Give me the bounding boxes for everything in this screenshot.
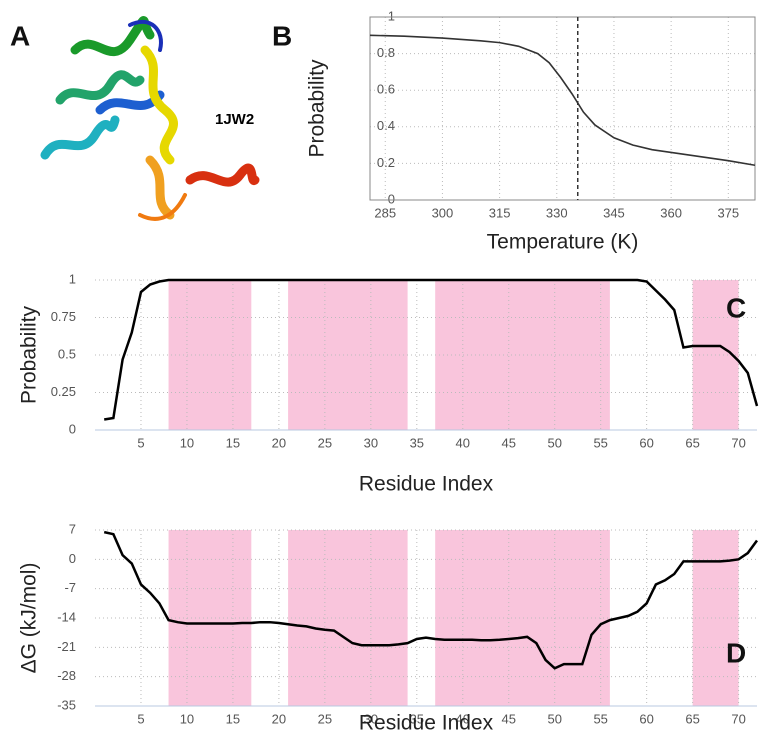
data-line [103,278,759,421]
x-tick-label: 40 [456,711,470,726]
data-line [103,530,759,670]
x-tick-label: 65 [685,711,699,726]
x-tick-label: 10 [180,435,194,450]
y-tick-label: 1 [388,8,395,23]
x-tick-label: 15 [226,435,240,450]
x-tick-label: 45 [502,435,516,450]
x-tick-label: 5 [137,711,144,726]
x-tick-label: 20 [272,435,286,450]
panel-label: D [726,637,746,668]
x-tick-label: 30 [364,711,378,726]
y-axis-title: Probability [306,59,329,158]
plot-frame [369,16,756,201]
y-tick-label: 0.75 [51,309,76,324]
protein-structure [40,16,260,221]
x-tick-label: 70 [731,435,745,450]
panel-label: A [10,20,30,51]
y-axis-title: ΔG (kJ/mol) [18,563,41,674]
y-tick-label: -7 [64,580,76,595]
x-tick-label: 55 [593,711,607,726]
x-tick-label: 25 [318,711,332,726]
y-tick-label: -35 [57,697,76,712]
y-tick-label: 0.4 [377,118,395,133]
x-tick-label: 20 [272,711,286,726]
x-tick-label: 50 [547,435,561,450]
y-tick-label: 0.2 [377,155,395,170]
y-tick-label: -14 [57,609,76,624]
panel-label: C [726,292,746,323]
y-tick-label: 0 [69,421,76,436]
x-tick-label: 315 [489,205,511,220]
stable-region [168,280,252,430]
x-tick-label: 300 [432,205,454,220]
x-tick-label: 330 [546,205,568,220]
y-tick-label: 0.5 [58,346,76,361]
y-tick-label: 0 [388,191,395,206]
y-tick-label: 0.25 [51,384,76,399]
stable-region [168,530,252,706]
x-tick-label: 45 [502,711,516,726]
x-tick-label: 55 [593,435,607,450]
y-tick-label: 0.8 [377,45,395,60]
x-tick-label: 15 [226,711,240,726]
x-tick-label: 375 [717,205,739,220]
x-tick-label: 65 [685,435,699,450]
x-tick-label: 345 [603,205,625,220]
x-tick-label: 35 [410,711,424,726]
x-tick-label: 10 [180,711,194,726]
x-tick-label: 285 [374,205,396,220]
x-tick-label: 50 [547,711,561,726]
y-tick-label: 7 [69,521,76,536]
x-tick-label: 60 [639,711,653,726]
stable-region [435,280,610,430]
stable-region [435,530,610,706]
data-line [369,34,756,167]
x-tick-label: 25 [318,435,332,450]
x-tick-label: 5 [137,435,144,450]
x-tick-label: 30 [364,435,378,450]
y-tick-label: -21 [57,639,76,654]
x-tick-label: 360 [660,205,682,220]
x-axis-title: Temperature (K) [487,231,639,254]
y-tick-label: -28 [57,668,76,683]
y-tick-label: 0.6 [377,82,395,97]
y-axis-title: Probability [18,305,41,404]
x-axis-title: Residue Index [359,473,494,496]
x-tick-label: 35 [410,435,424,450]
x-axis-title: Residue Index [359,712,494,735]
panel-label: B [272,20,292,51]
x-tick-label: 40 [456,435,470,450]
y-tick-label: 1 [69,271,76,286]
structure-label: 1JW2 [215,111,254,128]
y-tick-label: 0 [69,551,76,566]
x-tick-label: 60 [639,435,653,450]
x-tick-label: 70 [731,711,745,726]
